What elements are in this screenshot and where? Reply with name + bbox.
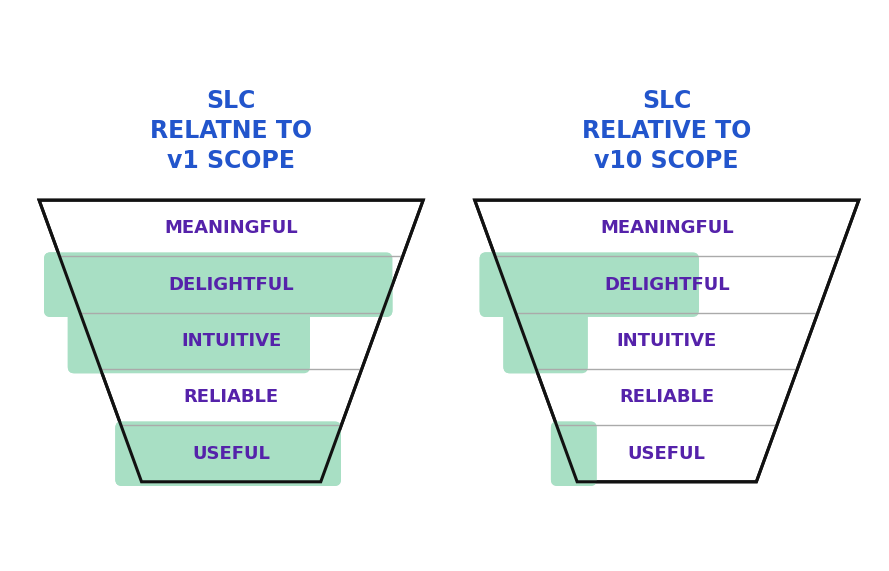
FancyBboxPatch shape xyxy=(68,309,310,373)
FancyBboxPatch shape xyxy=(44,252,392,317)
FancyBboxPatch shape xyxy=(116,421,341,486)
FancyBboxPatch shape xyxy=(44,252,392,317)
FancyBboxPatch shape xyxy=(551,421,597,486)
Text: USEFUL: USEFUL xyxy=(192,445,270,463)
Text: INTUITIVE: INTUITIVE xyxy=(181,332,281,350)
Text: MEANINGFUL: MEANINGFUL xyxy=(600,219,733,238)
Text: RELIABLE: RELIABLE xyxy=(183,388,279,407)
Text: SLC
RELATIVE TO
v10 SCOPE: SLC RELATIVE TO v10 SCOPE xyxy=(582,89,751,172)
FancyBboxPatch shape xyxy=(68,309,310,373)
FancyBboxPatch shape xyxy=(480,252,699,317)
Text: SLC
RELATNE TO
v1 SCOPE: SLC RELATNE TO v1 SCOPE xyxy=(150,89,312,172)
FancyBboxPatch shape xyxy=(116,421,341,486)
Text: INTUITIVE: INTUITIVE xyxy=(617,332,717,350)
FancyBboxPatch shape xyxy=(503,309,588,373)
FancyBboxPatch shape xyxy=(480,252,699,317)
Text: DELIGHTFUL: DELIGHTFUL xyxy=(604,276,730,293)
Text: DELIGHTFUL: DELIGHTFUL xyxy=(168,276,294,293)
FancyBboxPatch shape xyxy=(503,309,588,373)
Polygon shape xyxy=(475,200,859,482)
Text: USEFUL: USEFUL xyxy=(628,445,706,463)
Polygon shape xyxy=(39,200,423,482)
Text: RELIABLE: RELIABLE xyxy=(619,388,715,407)
FancyBboxPatch shape xyxy=(551,421,597,486)
Text: MEANINGFUL: MEANINGFUL xyxy=(164,219,298,238)
